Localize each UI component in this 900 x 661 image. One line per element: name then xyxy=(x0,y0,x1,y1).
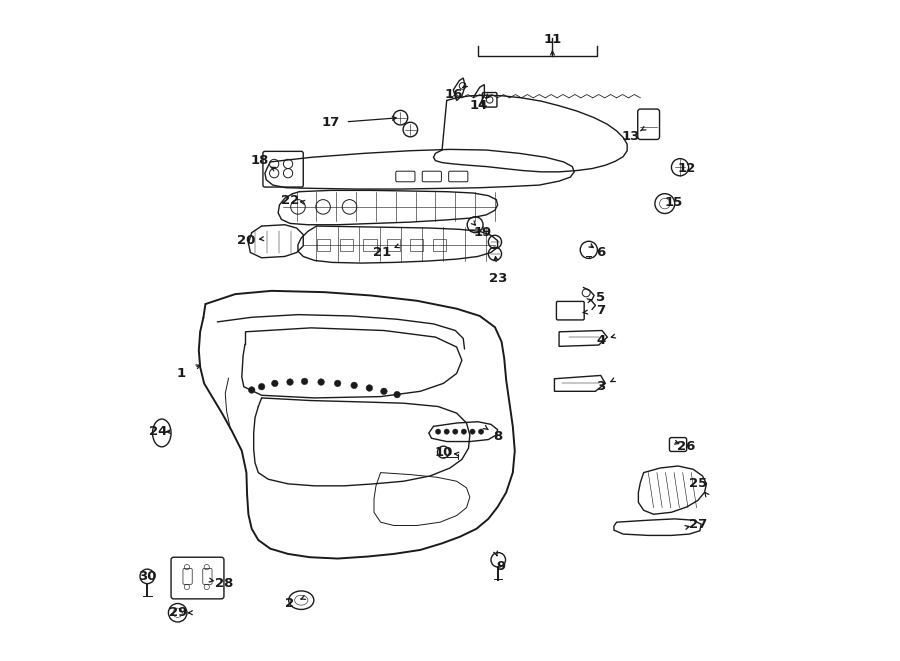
Text: 16: 16 xyxy=(445,88,464,101)
Text: 2: 2 xyxy=(285,597,294,610)
Text: 12: 12 xyxy=(678,162,696,175)
Text: 5: 5 xyxy=(596,291,606,304)
Text: 11: 11 xyxy=(544,33,562,46)
Text: 26: 26 xyxy=(678,440,696,453)
Circle shape xyxy=(318,379,324,385)
Text: 19: 19 xyxy=(474,226,492,239)
Circle shape xyxy=(287,379,293,385)
Text: 6: 6 xyxy=(596,246,606,259)
Text: 24: 24 xyxy=(148,425,167,438)
Text: 17: 17 xyxy=(322,116,340,130)
Text: 21: 21 xyxy=(374,246,392,259)
Circle shape xyxy=(394,391,400,398)
Text: 22: 22 xyxy=(281,194,299,207)
Text: 18: 18 xyxy=(250,154,269,167)
Text: 13: 13 xyxy=(621,130,640,143)
Text: 20: 20 xyxy=(238,234,256,247)
Circle shape xyxy=(258,383,265,390)
Text: 28: 28 xyxy=(215,576,233,590)
Circle shape xyxy=(461,429,466,434)
Text: 4: 4 xyxy=(596,334,606,347)
Text: 15: 15 xyxy=(664,196,682,210)
Text: 7: 7 xyxy=(596,304,606,317)
Circle shape xyxy=(366,385,373,391)
Circle shape xyxy=(479,429,483,434)
Text: 9: 9 xyxy=(496,560,506,573)
Text: 23: 23 xyxy=(489,272,508,286)
Circle shape xyxy=(334,380,341,387)
Circle shape xyxy=(444,429,449,434)
Circle shape xyxy=(351,382,357,389)
Circle shape xyxy=(248,387,255,393)
Text: 27: 27 xyxy=(689,518,707,531)
Text: 1: 1 xyxy=(176,367,185,380)
Text: 8: 8 xyxy=(493,430,502,443)
Text: 10: 10 xyxy=(434,446,453,459)
Circle shape xyxy=(436,429,441,434)
Circle shape xyxy=(381,388,387,395)
Circle shape xyxy=(470,429,475,434)
Circle shape xyxy=(272,380,278,387)
Text: 29: 29 xyxy=(168,606,187,619)
Text: 14: 14 xyxy=(469,99,488,112)
Text: 30: 30 xyxy=(138,570,157,583)
Circle shape xyxy=(302,378,308,385)
Circle shape xyxy=(453,429,458,434)
Text: 3: 3 xyxy=(596,380,606,393)
Text: 25: 25 xyxy=(689,477,707,490)
